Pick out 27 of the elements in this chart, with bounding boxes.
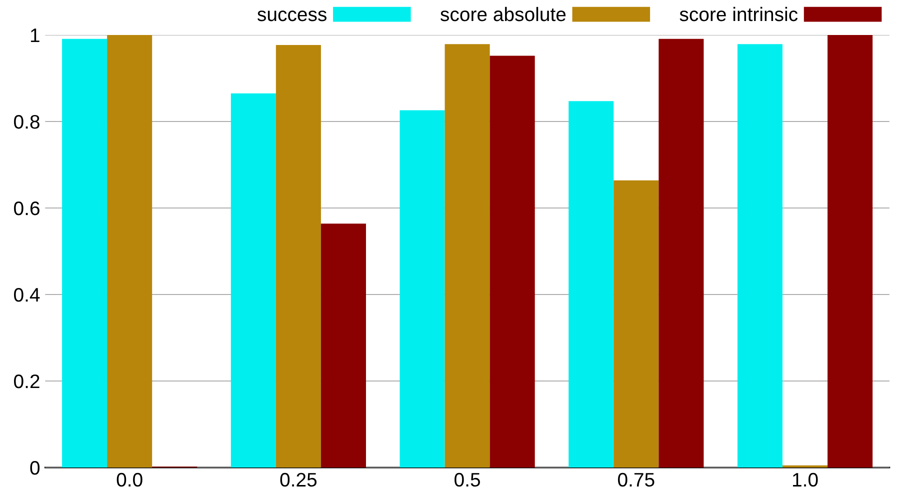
bar <box>276 44 321 468</box>
bar <box>828 35 873 468</box>
bar <box>62 38 108 468</box>
bar <box>614 180 659 468</box>
y-tick-label: 0.2 <box>14 374 40 388</box>
bar <box>737 44 783 468</box>
bar <box>568 101 614 468</box>
bar <box>444 44 490 468</box>
x-tick-label: 0.25 <box>280 472 317 487</box>
y-tick-label: 0.6 <box>14 201 40 216</box>
x-tick-label: 1.0 <box>792 472 818 487</box>
x-tick-label: 0.0 <box>116 472 142 487</box>
bar <box>107 35 152 468</box>
bar <box>230 93 276 468</box>
y-tick-label: 0.4 <box>14 288 40 302</box>
x-tick-label: 0.5 <box>454 472 480 487</box>
bar <box>400 110 445 468</box>
bar <box>658 38 704 468</box>
bar <box>490 56 535 468</box>
y-tick-label: 0 <box>30 460 40 475</box>
y-tick-label: 0.8 <box>14 114 40 129</box>
legend-label: success <box>258 10 326 22</box>
y-tick-label: 1 <box>30 28 40 42</box>
bar <box>320 224 366 468</box>
x-tick-label: 0.75 <box>618 472 654 487</box>
legend-label: score absolute <box>440 6 566 22</box>
legend-label: score intrinsic <box>680 6 798 22</box>
